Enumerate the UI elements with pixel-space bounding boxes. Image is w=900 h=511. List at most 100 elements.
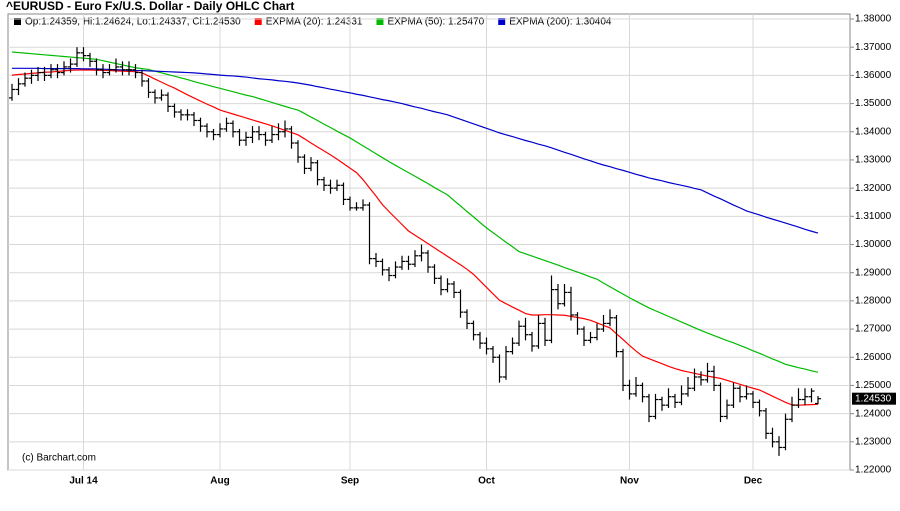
ohlc-bar xyxy=(353,202,360,211)
x-tick-label: Nov xyxy=(620,476,639,487)
ohlc-bar xyxy=(698,371,704,386)
ohlc-bar xyxy=(743,385,750,400)
y-tick-label: 1.29000 xyxy=(855,267,892,278)
ohlc-bar xyxy=(431,264,438,284)
ohlc-bar xyxy=(223,117,230,132)
ohlc-bar xyxy=(93,58,100,76)
ohlc-bar xyxy=(711,365,717,392)
ohlc-bar xyxy=(626,379,633,400)
ohlc-bar xyxy=(633,376,639,397)
ohlc-bar xyxy=(464,309,470,330)
ohlc-bar xyxy=(158,89,165,101)
y-tick-label: 1.24000 xyxy=(855,408,892,419)
ohlc-bar xyxy=(165,92,171,113)
ohlc-bar xyxy=(204,123,210,138)
ohlc-bar xyxy=(243,131,249,146)
ohlc-bar xyxy=(67,58,74,73)
ohlc-bar xyxy=(334,179,340,191)
ohlc-bar xyxy=(405,255,412,270)
x-tick-label: Jul 14 xyxy=(69,476,98,487)
ohlc-bar xyxy=(438,275,444,296)
ohlc-bar xyxy=(620,348,626,392)
ohlc-bar xyxy=(412,250,418,268)
ohlc-bar xyxy=(444,278,451,293)
ohlc-bar xyxy=(685,376,691,397)
ohlc-bar xyxy=(737,385,743,403)
ohlc-bar xyxy=(529,331,535,352)
ohlc-bar xyxy=(340,182,347,206)
ohlc-bar xyxy=(126,61,132,76)
legend-swatch xyxy=(376,18,384,25)
legend-label: EXPMA (50): 1.25470 xyxy=(387,17,484,28)
ohlc-bar xyxy=(132,64,139,79)
ohlc-bar xyxy=(613,314,620,358)
ohlc-bar xyxy=(48,64,54,79)
ohlc-bar xyxy=(587,331,594,344)
ohlc-bar xyxy=(9,83,15,101)
ohlc-bar xyxy=(106,64,113,76)
x-tick-label: Dec xyxy=(744,476,763,487)
ohlc-bar xyxy=(41,66,48,82)
ohlc-bar xyxy=(54,64,61,79)
chart-title: ^EURUSD - Euro Fx/U.S. Dollar - Daily OH… xyxy=(6,0,294,13)
ohlc-bar xyxy=(756,399,763,417)
ohlc-bar xyxy=(555,283,561,310)
ohlc-bar xyxy=(795,388,802,408)
legend-label: EXPMA (20): 1.24331 xyxy=(266,17,363,28)
ohlc-bar xyxy=(386,267,392,282)
ohlc-bar xyxy=(672,393,678,408)
ohlc-bar xyxy=(308,157,314,172)
ohlc-bar xyxy=(236,128,243,146)
y-tick-label: 1.33000 xyxy=(855,155,892,166)
ohlc-bar xyxy=(113,58,119,73)
ohlc-bar xyxy=(230,120,236,138)
ohlc-bar xyxy=(717,382,724,423)
ohlc-bar xyxy=(503,345,509,380)
ohlc-bar xyxy=(815,396,821,405)
ohlc-bar xyxy=(314,159,321,186)
ohlc-bar xyxy=(61,61,67,76)
ohlc-bar xyxy=(100,64,106,79)
ohlc-bar xyxy=(691,368,698,392)
y-tick-label: 1.34000 xyxy=(855,126,892,137)
ohlc-bar xyxy=(210,128,217,141)
ohlc-bar xyxy=(22,72,28,87)
ohlc-bar xyxy=(646,393,652,423)
ohlc-bar xyxy=(574,312,581,335)
ohlc-bar xyxy=(808,388,815,403)
ema-line xyxy=(11,51,819,373)
x-tick-label: Aug xyxy=(210,476,229,487)
ohlc-bar xyxy=(249,126,256,144)
ohlc-bar xyxy=(490,345,496,363)
ohlc-bar xyxy=(802,388,808,406)
ohlc-bar xyxy=(262,131,269,146)
ohlc-bar xyxy=(730,382,737,408)
y-tick-label: 1.35000 xyxy=(855,98,892,109)
ohlc-bar xyxy=(295,140,301,163)
y-tick-label: 1.25000 xyxy=(855,380,892,391)
ohlc-bar xyxy=(87,52,93,67)
ohlc-bar xyxy=(418,244,425,262)
ohlc-bar xyxy=(594,323,600,341)
y-tick-label: 1.22000 xyxy=(855,465,892,476)
y-tick-label: 1.31000 xyxy=(855,211,892,222)
ohlc-bar xyxy=(470,320,477,341)
x-tick-label: Oct xyxy=(478,476,495,487)
ohlc-bar xyxy=(782,413,789,451)
credit: (c) Barchart.com xyxy=(22,453,96,464)
last-value-box xyxy=(852,392,896,405)
y-tick-label: 1.30000 xyxy=(855,239,892,250)
legend-swatch xyxy=(254,18,262,25)
ohlc-bar xyxy=(15,78,22,96)
y-tick-label: 1.36000 xyxy=(855,70,892,81)
x-tick-label: Sep xyxy=(341,476,359,487)
ohlc-bar xyxy=(451,281,457,299)
ohlc-bar xyxy=(763,407,769,439)
ohlc-bar xyxy=(269,126,275,144)
ohlc-bar xyxy=(509,337,516,355)
ohlc-bar xyxy=(776,436,782,456)
ohlc-bar xyxy=(678,385,685,406)
